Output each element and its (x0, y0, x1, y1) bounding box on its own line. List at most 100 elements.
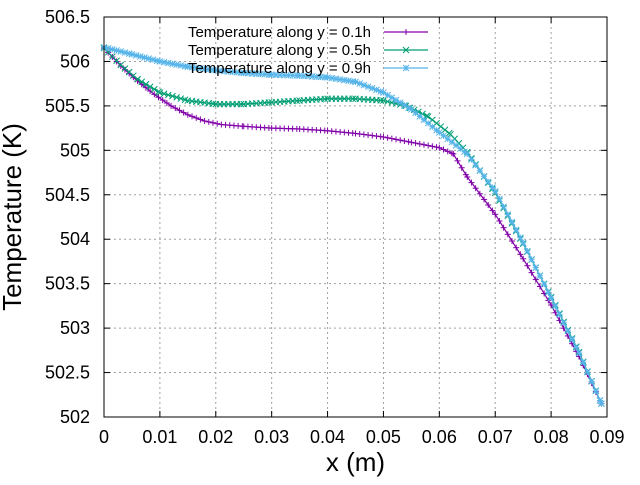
series-2 (100, 44, 605, 408)
data-point (177, 62, 185, 69)
data-point (416, 140, 423, 147)
data-point (184, 111, 191, 118)
data-point (169, 60, 176, 68)
data-point (592, 387, 600, 395)
data-point (132, 52, 140, 59)
data-point (504, 211, 512, 218)
data-point (214, 120, 221, 127)
data-point (146, 83, 154, 91)
y-tick-label: 503 (60, 318, 90, 338)
x-tick-label: 0.06 (422, 427, 457, 447)
legend-label: Temperature along y = 0.1h (188, 24, 371, 41)
y-tick-label: 505.5 (45, 96, 90, 116)
data-point (500, 224, 507, 231)
data-point (237, 100, 245, 108)
y-tick-label: 503.5 (45, 274, 90, 294)
data-point (373, 133, 380, 140)
data-point (408, 139, 415, 146)
y-axis-title: Temperature (K) (0, 123, 27, 311)
data-point (579, 359, 587, 366)
data-point (109, 46, 116, 53)
data-point (209, 119, 216, 126)
data-point (468, 156, 475, 163)
series-3 (100, 43, 605, 408)
data-point (164, 59, 172, 67)
data-point (572, 344, 580, 351)
data-point (476, 190, 483, 197)
data-point (429, 143, 436, 150)
legend-entry: Temperature along y = 0.1h (188, 24, 428, 41)
data-point (193, 114, 200, 121)
data-point (452, 142, 460, 149)
data-point (321, 95, 329, 103)
data-point (588, 378, 595, 385)
x-tick-label: 0.03 (254, 427, 289, 447)
data-point (425, 142, 432, 149)
data-point (377, 97, 385, 104)
data-point (420, 116, 428, 124)
legend-entry: Temperature along y = 0.5h (188, 42, 428, 59)
data-point (484, 178, 492, 186)
data-point (324, 74, 331, 81)
data-point (104, 44, 112, 52)
data-point (512, 226, 520, 234)
x-tick-label: 0.09 (589, 427, 624, 447)
data-point (528, 255, 535, 263)
data-point (159, 97, 166, 104)
y-tick-label: 504.5 (45, 185, 90, 205)
legend-label: Temperature along y = 0.5h (188, 42, 371, 59)
data-point (201, 118, 208, 124)
data-point (205, 118, 212, 125)
ticks: 0 0.01 0.02 0.03 0.04 0.05 0.06 0.07 0.08 0.09 502… (45, 7, 625, 447)
legend-label: Temperature along y = 0.9h (188, 60, 371, 77)
data-point (352, 130, 359, 137)
data-point (145, 55, 153, 62)
data-point (489, 184, 496, 191)
data-point (121, 49, 129, 56)
data-point (189, 113, 196, 120)
data-point (141, 54, 148, 61)
data-point (169, 92, 176, 100)
legend-marker (403, 29, 409, 35)
data-point (197, 116, 204, 123)
data-point (416, 113, 424, 120)
data-point (369, 132, 376, 139)
data-point (532, 276, 539, 283)
data-point (440, 132, 447, 140)
data-point (392, 96, 400, 104)
data-point (205, 66, 213, 73)
data-point (536, 272, 544, 280)
data-point (412, 140, 419, 147)
y-tick-label: 506 (60, 51, 90, 71)
data-point (388, 135, 395, 142)
data-point (117, 48, 125, 55)
data-point (424, 113, 432, 120)
data-point (412, 109, 419, 117)
data-point (556, 311, 563, 318)
data-point (575, 349, 583, 357)
data-point (420, 141, 427, 148)
data-point (568, 335, 576, 343)
grid (104, 17, 607, 417)
data-point (520, 255, 527, 262)
data-point (598, 400, 605, 408)
data-point (380, 97, 387, 104)
data-point (428, 123, 436, 131)
data-point (156, 89, 164, 96)
data-point (544, 289, 552, 296)
y-tick-label: 502.5 (45, 363, 90, 383)
data-point (134, 75, 141, 83)
x-tick-label: 0.04 (310, 427, 345, 447)
data-point (448, 138, 456, 146)
data-point (444, 135, 452, 143)
x-tick-label: 0.05 (366, 427, 401, 447)
data-point (504, 231, 511, 238)
data-point (468, 179, 475, 186)
plot-frame (103, 16, 608, 418)
data-point (489, 207, 496, 214)
data-point (172, 105, 179, 112)
y-tick-label: 504 (60, 229, 90, 249)
data-point (500, 203, 507, 211)
series-layer (100, 43, 605, 408)
data-point (480, 172, 488, 180)
